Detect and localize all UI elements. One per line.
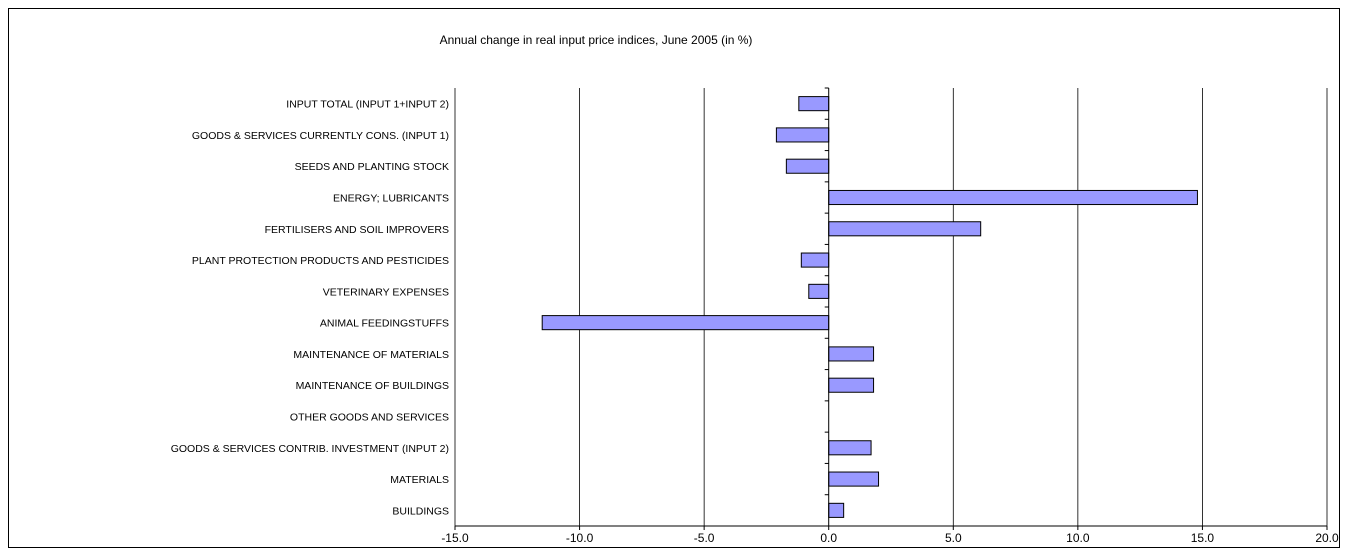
bar xyxy=(541,315,830,331)
bars xyxy=(541,96,1198,518)
category-label: MAINTENANCE OF MATERIALS xyxy=(293,349,449,361)
bar xyxy=(798,96,830,112)
category-label: MAINTENANCE OF BUILDINGS xyxy=(296,380,449,392)
category-label: PLANT PROTECTION PRODUCTS AND PESTICIDES xyxy=(192,255,449,267)
chart-frame: Annual change in real input price indice… xyxy=(8,8,1340,548)
x-tick-labels: -15.0 -10.0 -5.0 0.0 5.0 10.0 15.0 20.0 xyxy=(441,531,1339,545)
category-label: MATERIALS xyxy=(390,474,449,486)
category-label: OTHER GOODS AND SERVICES xyxy=(290,412,449,424)
category-label: GOODS & SERVICES CONTRIB. INVESTMENT (IN… xyxy=(171,443,449,455)
category-label: SEEDS AND PLANTING STOCK xyxy=(295,161,449,173)
chart-title: Annual change in real input price indice… xyxy=(440,33,753,47)
category-label: ANIMAL FEEDINGSTUFFS xyxy=(320,318,449,330)
category-label: VETERINARY EXPENSES xyxy=(323,286,449,298)
x-tick-label: 5.0 xyxy=(945,531,962,545)
category-label: BUILDINGS xyxy=(392,505,449,517)
bar xyxy=(828,471,880,487)
x-tick-label: -5.0 xyxy=(694,531,715,545)
x-tick-label: -15.0 xyxy=(441,531,469,545)
x-tick-label: 15.0 xyxy=(1191,531,1215,545)
bar xyxy=(775,127,830,143)
grid-lines xyxy=(454,88,1328,526)
category-label: INPUT TOTAL (INPUT 1+INPUT 2) xyxy=(286,99,449,111)
bar xyxy=(785,158,830,174)
bar xyxy=(828,346,875,362)
bar xyxy=(828,377,875,393)
bar xyxy=(828,502,845,518)
x-tick-label: 10.0 xyxy=(1066,531,1090,545)
x-tick-label: 0.0 xyxy=(820,531,837,545)
bar xyxy=(828,221,982,237)
category-labels: INPUT TOTAL (INPUT 1+INPUT 2) GOODS & SER… xyxy=(171,99,449,518)
bar xyxy=(828,189,1198,206)
x-tick-label: -10.0 xyxy=(566,531,594,545)
bar xyxy=(828,440,872,456)
category-label: ENERGY; LUBRICANTS xyxy=(333,193,449,205)
bar xyxy=(808,283,830,299)
bar-chart: Annual change in real input price indice… xyxy=(171,33,1339,545)
category-label: FERTILISERS AND SOIL IMPROVERS xyxy=(265,224,449,236)
bar xyxy=(800,252,830,268)
x-tick-label: 20.0 xyxy=(1315,531,1339,545)
axes xyxy=(454,87,1328,530)
category-label: GOODS & SERVICES CURRENTLY CONS. (INPUT … xyxy=(192,130,449,142)
